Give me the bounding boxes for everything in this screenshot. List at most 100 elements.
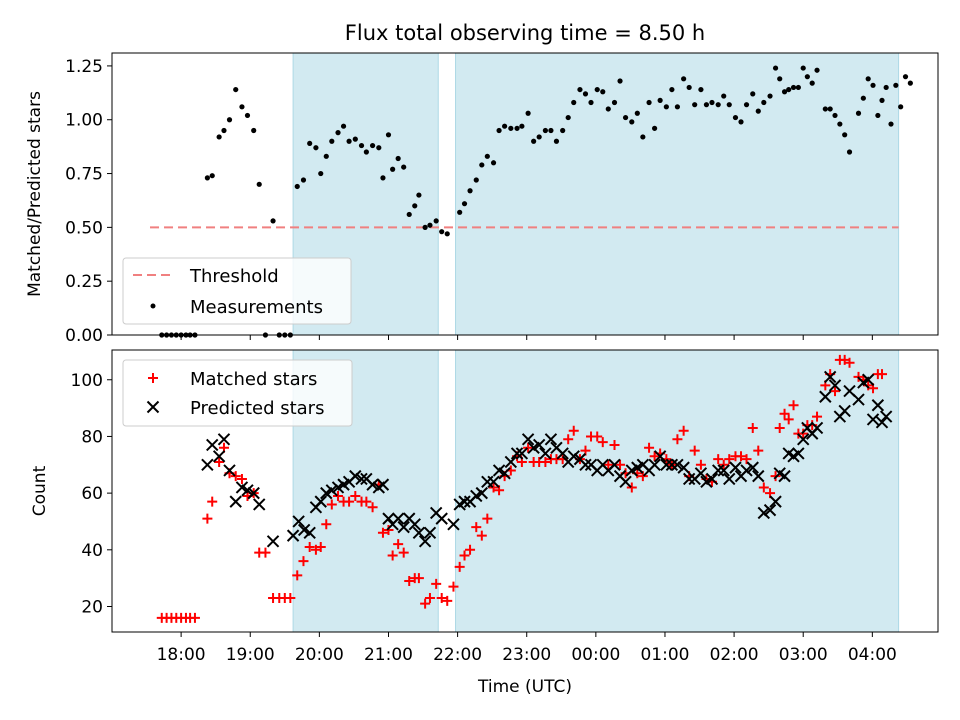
measurement-point: [588, 99, 594, 106]
matched-star-marker: [540, 456, 551, 467]
matched-star-marker: [597, 437, 608, 448]
measurement-point: [502, 123, 508, 129]
predicted-star-marker: [521, 433, 535, 446]
measurement-point: [467, 188, 473, 194]
measurement-point: [809, 80, 815, 86]
matched-star-marker: [758, 482, 769, 493]
x-axis-label: Time (UTC): [477, 677, 572, 697]
measurement-point: [221, 127, 227, 134]
measurement-point: [743, 102, 750, 108]
measurement-point: [577, 86, 583, 93]
measurement-point: [204, 175, 210, 181]
predicted-star-marker: [608, 458, 621, 471]
matched-star-marker: [304, 541, 315, 552]
matched-star-marker: [413, 573, 424, 584]
measurement-point: [363, 149, 369, 155]
measurement-point: [216, 134, 222, 140]
matched-star-marker: [563, 434, 574, 445]
matched-star-marker: [830, 386, 841, 397]
matched-star-marker: [207, 496, 218, 507]
matched-star-marker: [230, 471, 241, 482]
matched-star-marker: [672, 434, 683, 445]
top-y-tick-label: 1.00: [65, 111, 103, 131]
matched-star-marker: [615, 459, 626, 470]
measurement-point: [846, 149, 853, 155]
measurement-point: [883, 84, 889, 91]
matched-star-marker: [471, 522, 482, 533]
measurement-point: [832, 112, 838, 119]
predicted-star-marker: [408, 518, 421, 531]
predicted-star-marker: [746, 461, 759, 474]
matched-star-marker: [488, 482, 499, 493]
measurement-point: [795, 84, 801, 91]
predicted-star-marker: [567, 450, 580, 463]
measurement-point: [256, 181, 262, 187]
matched-star-marker: [482, 513, 493, 524]
measurement-point: [842, 132, 848, 138]
measurement-point: [439, 229, 445, 235]
measurements-series: [159, 65, 913, 338]
legend-threshold-label: Threshold: [189, 266, 279, 287]
measurement-point: [352, 136, 358, 142]
measurement-point: [814, 67, 820, 73]
predicted-star-marker: [879, 410, 893, 423]
predicted-star-marker: [212, 450, 226, 463]
predicted-star-marker: [498, 467, 511, 480]
predicted-star-marker: [852, 393, 865, 406]
predicted-star-marker: [435, 512, 448, 525]
count-panel: 20 40 60 80 100 18:00 19:00 20:00 21:00 22:00 23:…: [30, 349, 939, 697]
measurement-point: [239, 104, 245, 110]
measurement-point: [902, 74, 909, 80]
measurement-point: [395, 155, 401, 162]
matched-star-marker: [747, 422, 758, 433]
matched-star-marker: [844, 357, 855, 368]
matched-star-marker: [424, 592, 435, 603]
matched-star-marker: [779, 408, 790, 419]
measurement-point: [790, 84, 797, 91]
measurement-point: [433, 218, 439, 224]
matched-star-marker: [568, 425, 579, 436]
matched-star-marker: [741, 454, 752, 465]
matched-star-marker: [202, 513, 213, 524]
predicted-star-marker: [769, 495, 782, 508]
matched-star-marker: [398, 547, 409, 558]
matched-star-marker: [678, 425, 689, 436]
measurement-point: [519, 123, 525, 129]
measurement-point: [870, 82, 876, 88]
x-tick-label: 22:00: [433, 645, 482, 665]
measurement-point: [605, 106, 611, 112]
predicted-star-marker: [314, 495, 327, 508]
matched-star-marker: [454, 561, 465, 572]
predicted-star-marker: [423, 526, 437, 540]
predicted-star-marker: [752, 469, 765, 483]
measurement-point: [323, 153, 329, 159]
predicted-star-marker: [515, 447, 529, 460]
predicted-star-marker: [382, 512, 395, 525]
measurement-point: [244, 112, 251, 119]
matched-star-marker: [367, 502, 378, 513]
measurement-point: [358, 142, 365, 149]
measurement-point: [427, 222, 433, 228]
matched-stars-series: [156, 354, 888, 623]
predicted-star-marker: [810, 421, 824, 435]
matched-star-marker: [798, 428, 809, 439]
measurement-point: [329, 138, 335, 144]
measurement-point: [721, 93, 727, 99]
measurement-point: [233, 86, 239, 93]
matched-star-marker: [361, 496, 372, 507]
measurement-point: [525, 110, 531, 116]
measurement-point: [657, 97, 663, 103]
matched-star-marker: [383, 524, 394, 535]
measurement-point: [686, 84, 692, 91]
matched-star-marker: [387, 550, 398, 561]
measurement-point: [484, 153, 490, 159]
matched-star-marker: [649, 451, 660, 462]
matched-star-marker: [393, 539, 404, 550]
measurement-point: [390, 166, 396, 172]
measurement-point: [761, 99, 767, 106]
matched-star-marker: [753, 445, 764, 456]
predicted-star-marker: [665, 458, 679, 471]
matched-star-marker: [260, 547, 271, 558]
matched-star-marker: [695, 459, 706, 470]
